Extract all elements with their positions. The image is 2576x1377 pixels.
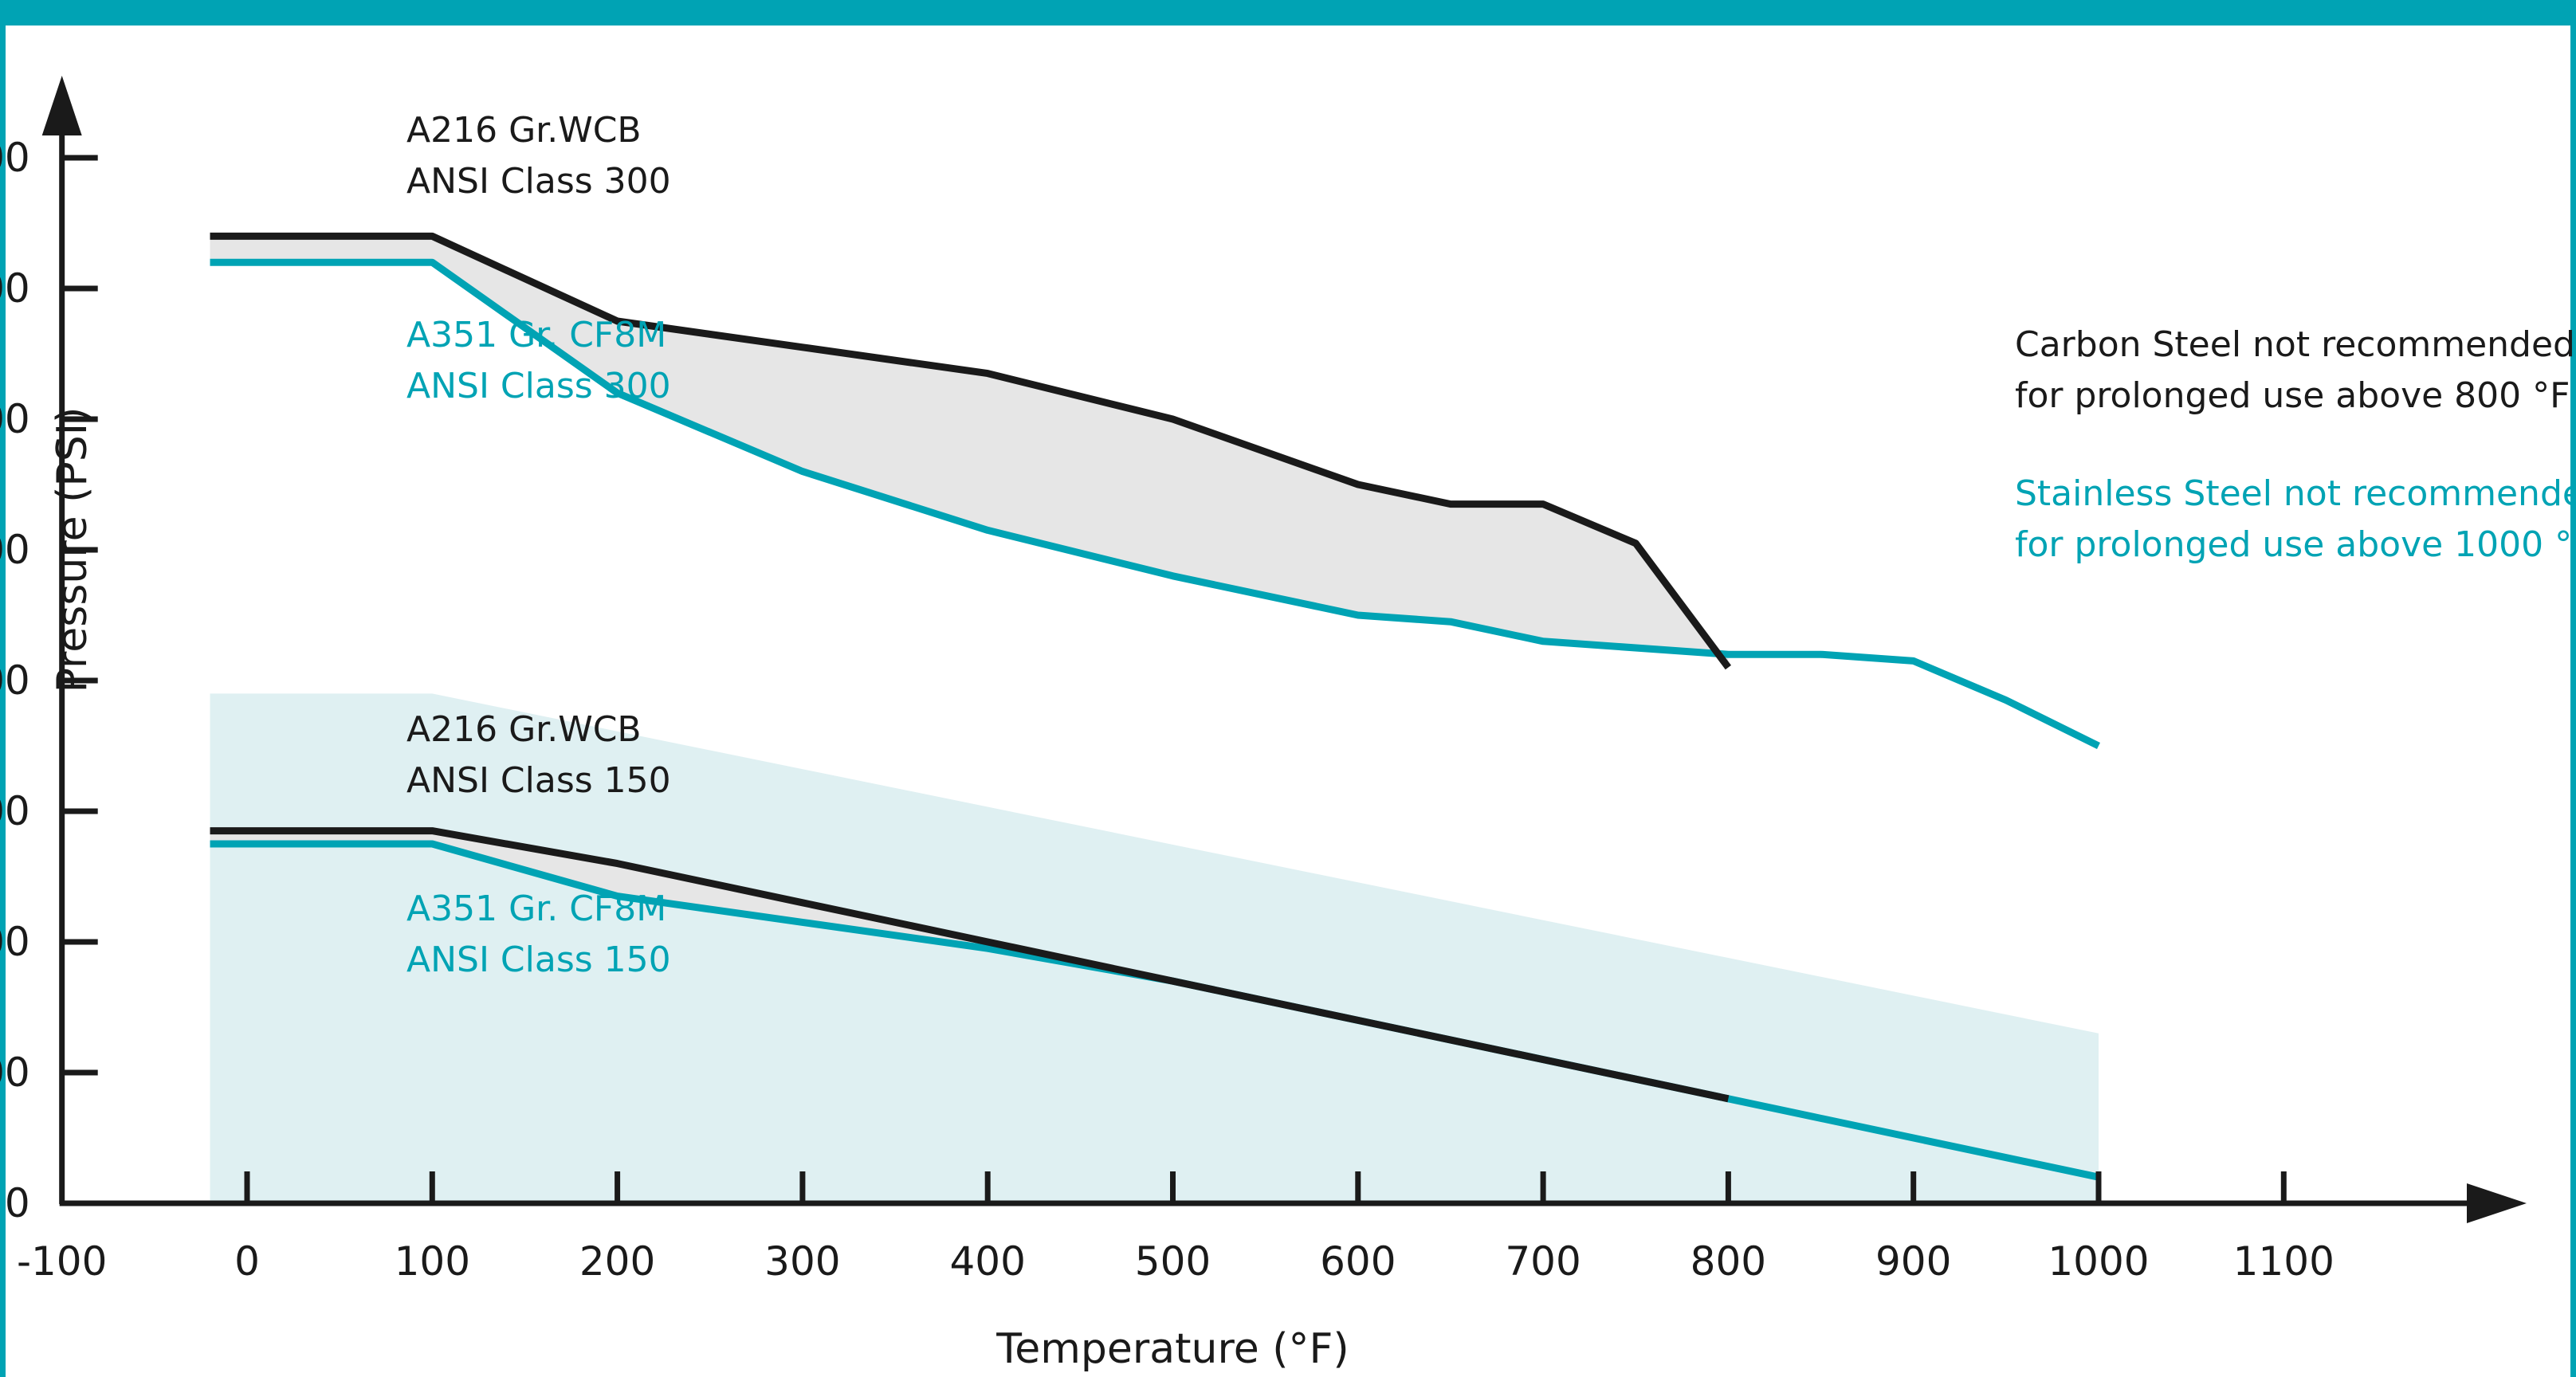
x-tick-label: 0 — [234, 1238, 260, 1285]
annotations: A216 Gr.WCB ANSI Class 300 A351 Gr. CF8M AN… — [406, 110, 2576, 980]
label-wcb-class-150: A216 Gr.WCB ANSI Class 150 — [406, 709, 671, 801]
label-cf8m-class-300-line: ANSI Class 300 — [406, 366, 671, 406]
gap-fill-areas — [210, 236, 1729, 1099]
x-tick-label: 800 — [1690, 1238, 1766, 1285]
y-tick-label: 700 — [0, 265, 30, 312]
label-cf8m-class-150-line: ANSI Class 150 — [406, 940, 671, 980]
note-stainless-steel: Stainless Steel not recommended for prolo… — [2015, 473, 2576, 565]
x-tick-label: 700 — [1505, 1238, 1581, 1285]
x-tick-label: 100 — [395, 1238, 470, 1285]
y-tick-label: 500 — [0, 527, 30, 573]
x-axis-arrow — [2467, 1183, 2527, 1223]
series-line-1 — [210, 232, 1732, 670]
series-line-4 — [210, 840, 2099, 1181]
tick-marks: -100 0 100 200 300 400 500 600 700 800 900 1000 1100… — [0, 135, 2334, 1285]
y-tick-label: 200 — [0, 919, 30, 965]
series-line-3 — [210, 827, 1730, 1103]
note-carbon-steel-line: for prolonged use above 800 °F — [2015, 375, 2570, 416]
x-tick-label: -100 — [17, 1238, 107, 1285]
label-wcb-class-300: A216 Gr.WCB ANSI Class 300 — [406, 110, 671, 202]
y-tick-label: 100 — [0, 1049, 30, 1096]
header-bar — [0, 0, 2576, 26]
label-wcb-class-150-line: A216 Gr.WCB — [406, 709, 642, 750]
gap-fill-class-300 — [210, 236, 1729, 668]
label-wcb-class-300-line: ANSI Class 300 — [406, 161, 671, 202]
label-wcb-class-300-line: A216 Gr.WCB — [406, 110, 642, 151]
label-cf8m-class-300-line: A351 Gr. CF8M — [406, 315, 666, 355]
x-axis-title: Temperature (°F) — [995, 1325, 1349, 1373]
note-stainless-steel-line: Stainless Steel not recommended — [2015, 473, 2576, 514]
x-tick-label: 600 — [1320, 1238, 1396, 1285]
y-tick-label: 600 — [0, 396, 30, 442]
y-tick-label: 300 — [0, 788, 30, 834]
label-cf8m-class-150-line: A351 Gr. CF8M — [406, 889, 666, 929]
note-stainless-steel-line: for prolonged use above 1000 °F — [2015, 524, 2576, 565]
x-tick-label: 1100 — [2233, 1238, 2334, 1285]
x-tick-label: 1000 — [2048, 1238, 2149, 1285]
label-cf8m-class-300: A351 Gr. CF8M ANSI Class 300 — [406, 315, 671, 406]
series-lines — [210, 232, 2100, 1181]
label-wcb-class-150-line: ANSI Class 150 — [406, 760, 671, 801]
note-carbon-steel-line: Carbon Steel not recommended — [2015, 324, 2575, 365]
series-line-2 — [210, 258, 2100, 750]
label-cf8m-class-150: A351 Gr. CF8M ANSI Class 150 — [406, 889, 671, 980]
x-tick-label: 200 — [579, 1238, 655, 1285]
y-tick-label: 400 — [0, 657, 30, 704]
y-axis-arrow — [41, 76, 82, 135]
x-tick-label: 500 — [1135, 1238, 1211, 1285]
axes — [41, 76, 2527, 1223]
note-carbon-steel: Carbon Steel not recommended for prolonge… — [2015, 324, 2575, 416]
y-axis-title: Pressure (PSI) — [49, 407, 96, 693]
x-tick-label: 300 — [764, 1238, 840, 1285]
y-tick-label: 0 — [5, 1180, 30, 1226]
x-tick-label: 400 — [949, 1238, 1025, 1285]
y-tick-label: 800 — [0, 135, 30, 181]
x-tick-label: 900 — [1875, 1238, 1951, 1285]
